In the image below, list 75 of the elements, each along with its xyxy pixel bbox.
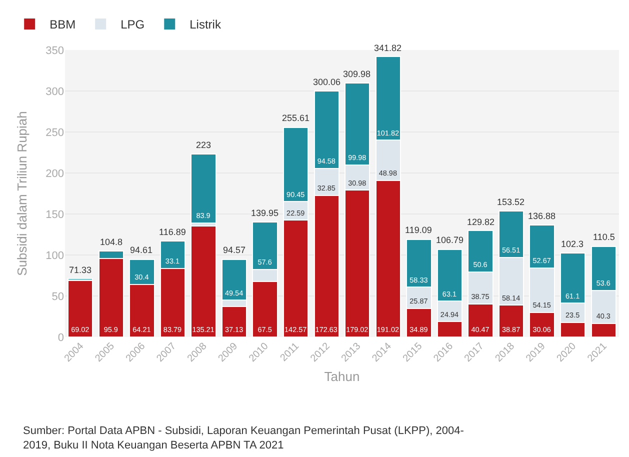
data-label: 25.87 (410, 296, 428, 306)
total-label: 309.98 (343, 69, 371, 79)
data-label: 61.1 (566, 291, 580, 300)
total-label: 153.52 (497, 197, 525, 207)
data-label: 69.02 (71, 325, 90, 334)
data-label: 142.57 (284, 325, 307, 334)
data-label: 38.75 (471, 292, 490, 301)
data-label: 67.5 (258, 325, 272, 334)
total-label: 94.61 (130, 245, 153, 255)
data-label: 179.02 (346, 325, 368, 334)
y-axis-title: Subsidi dalam Triliun Rupiah (14, 111, 30, 276)
data-label: 37.13 (224, 325, 244, 334)
data-label: 135.21 (192, 325, 214, 334)
data-label: 95.9 (104, 325, 118, 334)
data-label: 90.45 (286, 190, 305, 199)
data-label: 49.54 (224, 288, 244, 298)
y-tick-label: 250 (46, 126, 64, 139)
data-label: 38.87 (502, 325, 520, 334)
y-tick-label: 150 (46, 208, 64, 221)
bar (190, 154, 216, 224)
data-label: 30.4 (134, 272, 149, 282)
data-label: 191.02 (376, 325, 399, 334)
total-label: 300.06 (313, 77, 341, 87)
total-label: 139.95 (251, 208, 279, 218)
data-label: 94.58 (317, 156, 336, 166)
y-tick-label: 100 (46, 250, 64, 262)
legend-label: LPG (120, 18, 145, 32)
data-label: 56.51 (502, 246, 520, 255)
total-label: 71.33 (69, 265, 92, 275)
total-label: 255.61 (282, 113, 310, 123)
total-label: 110.5 (593, 232, 615, 242)
total-label: 129.82 (467, 217, 495, 227)
text: Sumber: Portal Data APBN - Subsidi, Laporan Keuangan Pemerintah Pusat (LKPP), 2004- 2019, Buku II Nota Keuangan Beserta APBN TA 2021 (23, 425, 464, 452)
data-label: 22.59 (286, 208, 305, 218)
data-label: 83.9 (196, 211, 210, 220)
data-label: 63.1 (442, 289, 457, 298)
data-label: 64.21 (132, 325, 151, 334)
data-label: 30.06 (532, 325, 551, 334)
total-label: 116.89 (159, 227, 186, 237)
data-label: 58.33 (410, 275, 428, 284)
x-axis-title: Tahun (324, 368, 360, 384)
data-label: 23.5 (566, 310, 580, 320)
data-label: 30.98 (348, 178, 366, 188)
data-label: 58.14 (502, 293, 520, 302)
total-label: 94.57 (223, 245, 246, 255)
data-label: 32.85 (317, 184, 336, 193)
data-label: 99.98 (348, 152, 366, 162)
data-label: 40.3 (596, 312, 610, 321)
total-label: 223 (196, 140, 212, 150)
data-label: 57.6 (258, 258, 272, 267)
data-label: 101.82 (376, 128, 399, 138)
data-label: 24.94 (440, 310, 459, 319)
data-label: 54.15 (532, 300, 551, 310)
data-label: 172.63 (315, 325, 338, 334)
total-label: 136.88 (528, 211, 556, 221)
legend-label: Listrik (190, 18, 222, 32)
total-label: 104.8 (100, 237, 123, 247)
y-tick-label: 0 (58, 332, 64, 344)
data-label: 40.47 (471, 325, 490, 334)
y-tick-label: 350 (46, 44, 64, 57)
data-label: 48.98 (378, 168, 397, 178)
legend-label: BBM (50, 18, 76, 32)
total-label: 119.09 (405, 225, 432, 235)
total-label: 106.79 (436, 235, 464, 245)
data-label: 50.6 (473, 260, 488, 270)
y-tick-label: 300 (46, 86, 64, 98)
data-label: 83.79 (163, 325, 182, 334)
total-label: 341.82 (374, 43, 402, 53)
data-label: 34.89 (410, 325, 428, 334)
data-label: 52.67 (532, 256, 551, 266)
total-label: 102.3 (561, 239, 584, 249)
data-label: 33.1 (165, 256, 180, 266)
data-label: 53.6 (596, 278, 610, 288)
y-tick-label: 50 (52, 290, 64, 303)
y-tick-label: 200 (46, 168, 64, 180)
